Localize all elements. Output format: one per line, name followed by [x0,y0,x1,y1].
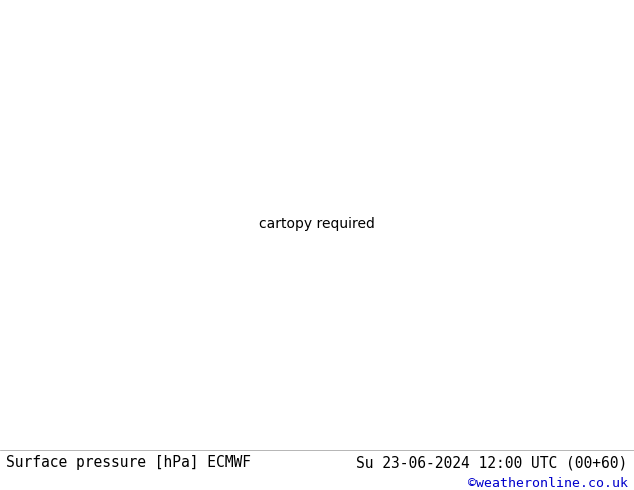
Text: Su 23-06-2024 12:00 UTC (00+60): Su 23-06-2024 12:00 UTC (00+60) [356,455,628,470]
Text: Surface pressure [hPa] ECMWF: Surface pressure [hPa] ECMWF [6,455,251,470]
Text: cartopy required: cartopy required [259,217,375,231]
Text: ©weatheronline.co.uk: ©weatheronline.co.uk [468,477,628,490]
